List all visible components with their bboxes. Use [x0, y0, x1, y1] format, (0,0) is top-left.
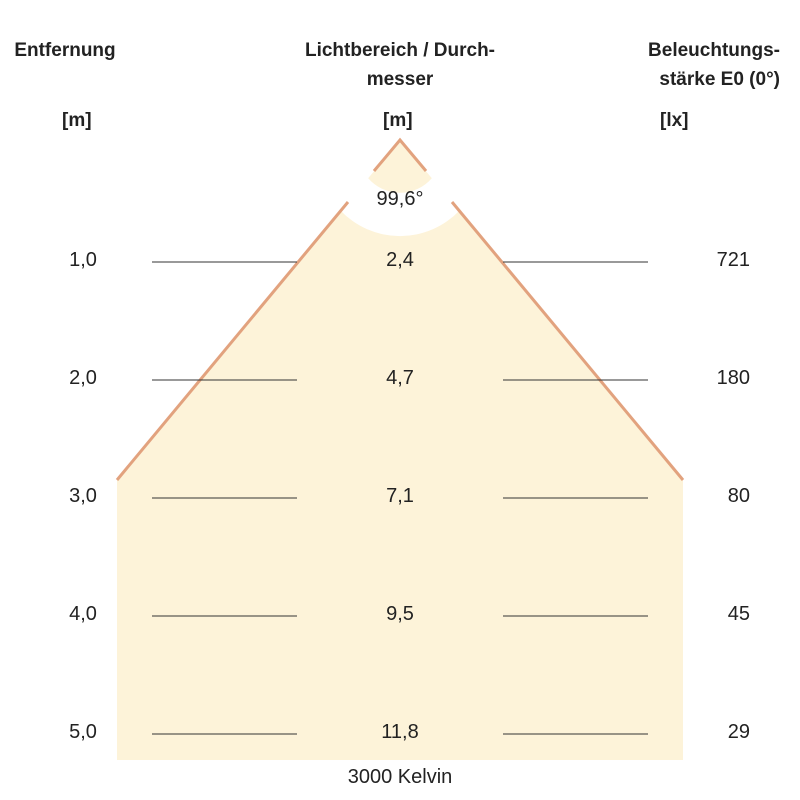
beam-angle-label: 99,6°: [376, 188, 424, 210]
beam-area: [117, 140, 683, 760]
illuminance-header: Beleuchtungs- stärke E0 (0°): [580, 36, 780, 94]
row-distance: 4,0: [69, 603, 97, 625]
row-lux: 180: [716, 367, 750, 389]
row-lux: 721: [716, 249, 750, 271]
beam-angle-gap: [340, 178, 460, 237]
row-diameter: 9,5: [386, 603, 414, 625]
distance-unit: [m]: [62, 110, 92, 131]
row-diameter: 7,1: [386, 485, 414, 507]
distance-header: Entfernung: [14, 40, 116, 61]
illuminance-header-line1: Beleuchtungs-: [648, 40, 780, 61]
row-lux: 29: [727, 721, 750, 743]
illuminance-unit: [lx]: [660, 110, 689, 131]
row-distance: 2,0: [69, 367, 97, 389]
diameter-header: Lichtbereich / Durch- messer: [250, 36, 550, 94]
color-temperature-label: 3000 Kelvin: [347, 766, 453, 788]
row-diameter: 4,7: [386, 367, 414, 389]
beam-edge-left: [115, 201, 350, 481]
row-distance: 5,0: [69, 721, 97, 743]
row-lux: 80: [727, 485, 750, 507]
row-diameter: 2,4: [386, 249, 414, 271]
row-lux: 45: [727, 603, 750, 625]
beam-edge-top: [372, 137, 428, 172]
row-distance: 1,0: [69, 249, 97, 271]
diameter-header-line2: messer: [366, 69, 434, 90]
row-diameter: 11,8: [381, 721, 419, 743]
beam-edge-right: [450, 201, 685, 481]
illuminance-header-line2: stärke E0 (0°): [659, 69, 780, 90]
diameter-unit: [m]: [383, 110, 413, 131]
row-distance: 3,0: [69, 485, 97, 507]
diameter-header-line1: Lichtbereich / Durch-: [304, 40, 496, 61]
